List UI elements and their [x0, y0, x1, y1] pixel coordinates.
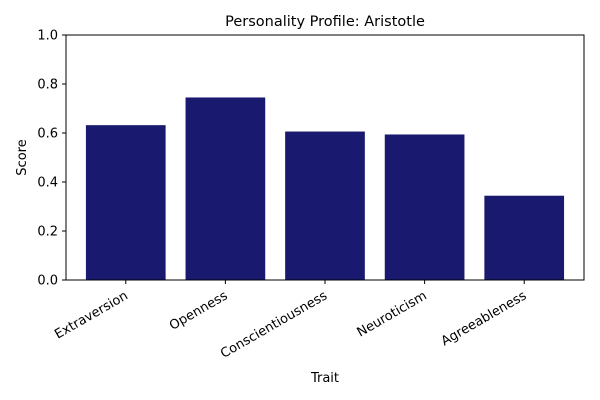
plot-frame	[65, 34, 585, 281]
bars-group	[85, 97, 565, 280]
y-tick-label: 0.0	[37, 274, 58, 289]
chart-title: Personality Profile: Aristotle	[225, 14, 425, 30]
y-axis-label: Score	[15, 139, 30, 175]
bar-extraversion	[85, 125, 166, 280]
y-tick-label: 0.2	[37, 225, 58, 240]
bar-neuroticism	[384, 134, 465, 280]
y-axis-ticks: 0.0 0.2 0.4 0.6 0.8 1.0	[37, 29, 66, 289]
y-tick-label: 1.0	[37, 29, 58, 44]
y-tick-label: 0.4	[37, 176, 58, 191]
x-axis-label: Trait	[310, 371, 339, 386]
y-tick-label: 0.6	[37, 127, 58, 142]
bar-openness	[185, 97, 266, 280]
bar-conscientiousness	[285, 131, 365, 280]
y-tick-label: 0.8	[37, 78, 58, 93]
bar-agreeableness	[484, 195, 565, 280]
